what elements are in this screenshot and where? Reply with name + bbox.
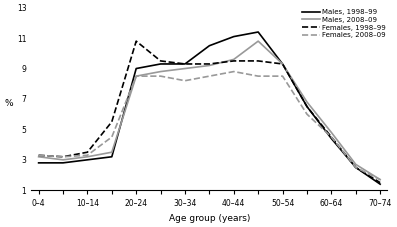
Males, 2008–09 — [231, 58, 236, 61]
Legend: Males, 1998–99, Males, 2008–09, Females, 1998–99, Females, 2008–09: Males, 1998–99, Males, 2008–09, Females,… — [301, 8, 387, 39]
Females, 2008–09 — [378, 178, 383, 181]
X-axis label: Age group (years): Age group (years) — [169, 214, 250, 223]
Females, 1998–99 — [231, 59, 236, 62]
Males, 2008–09 — [378, 178, 383, 181]
Males, 1998–99 — [207, 44, 212, 47]
Females, 2008–09 — [353, 166, 358, 169]
Line: Females, 2008–09: Females, 2008–09 — [39, 72, 380, 180]
Males, 1998–99 — [158, 63, 163, 65]
Line: Males, 2008–09: Males, 2008–09 — [39, 41, 380, 180]
Males, 1998–99 — [329, 137, 334, 140]
Line: Females, 1998–99: Females, 1998–99 — [39, 41, 380, 183]
Males, 2008–09 — [256, 40, 260, 42]
Y-axis label: %: % — [4, 99, 13, 108]
Males, 1998–99 — [304, 105, 309, 108]
Males, 1998–99 — [61, 161, 66, 164]
Males, 1998–99 — [231, 35, 236, 38]
Males, 1998–99 — [378, 183, 383, 185]
Males, 1998–99 — [256, 31, 260, 33]
Males, 2008–09 — [207, 64, 212, 67]
Females, 1998–99 — [280, 63, 285, 65]
Males, 2008–09 — [280, 63, 285, 65]
Males, 2008–09 — [134, 75, 139, 77]
Males, 1998–99 — [36, 161, 41, 164]
Females, 1998–99 — [207, 63, 212, 65]
Females, 2008–09 — [304, 113, 309, 116]
Males, 1998–99 — [110, 155, 114, 158]
Males, 2008–09 — [36, 155, 41, 158]
Females, 2008–09 — [329, 136, 334, 138]
Females, 1998–99 — [85, 151, 90, 154]
Females, 1998–99 — [353, 166, 358, 169]
Males, 2008–09 — [61, 158, 66, 161]
Males, 2008–09 — [329, 131, 334, 134]
Females, 2008–09 — [85, 154, 90, 157]
Females, 1998–99 — [304, 105, 309, 108]
Males, 1998–99 — [183, 63, 187, 65]
Males, 1998–99 — [353, 166, 358, 169]
Females, 2008–09 — [158, 75, 163, 77]
Females, 1998–99 — [256, 59, 260, 62]
Females, 2008–09 — [134, 75, 139, 77]
Females, 2008–09 — [36, 154, 41, 157]
Line: Males, 1998–99: Males, 1998–99 — [39, 32, 380, 184]
Females, 1998–99 — [110, 120, 114, 123]
Females, 2008–09 — [280, 75, 285, 77]
Females, 2008–09 — [256, 75, 260, 77]
Females, 2008–09 — [183, 79, 187, 82]
Males, 2008–09 — [353, 163, 358, 166]
Males, 2008–09 — [85, 155, 90, 158]
Males, 1998–99 — [85, 158, 90, 161]
Females, 2008–09 — [231, 70, 236, 73]
Females, 1998–99 — [329, 136, 334, 138]
Females, 2008–09 — [110, 136, 114, 138]
Females, 1998–99 — [134, 40, 139, 42]
Males, 2008–09 — [304, 101, 309, 103]
Females, 1998–99 — [183, 63, 187, 65]
Males, 1998–99 — [134, 67, 139, 70]
Males, 2008–09 — [110, 151, 114, 154]
Females, 1998–99 — [61, 155, 66, 158]
Males, 2008–09 — [158, 70, 163, 73]
Males, 2008–09 — [183, 67, 187, 70]
Females, 2008–09 — [207, 75, 212, 77]
Females, 1998–99 — [378, 181, 383, 184]
Females, 1998–99 — [36, 154, 41, 157]
Females, 2008–09 — [61, 155, 66, 158]
Males, 1998–99 — [280, 63, 285, 65]
Females, 1998–99 — [158, 59, 163, 62]
